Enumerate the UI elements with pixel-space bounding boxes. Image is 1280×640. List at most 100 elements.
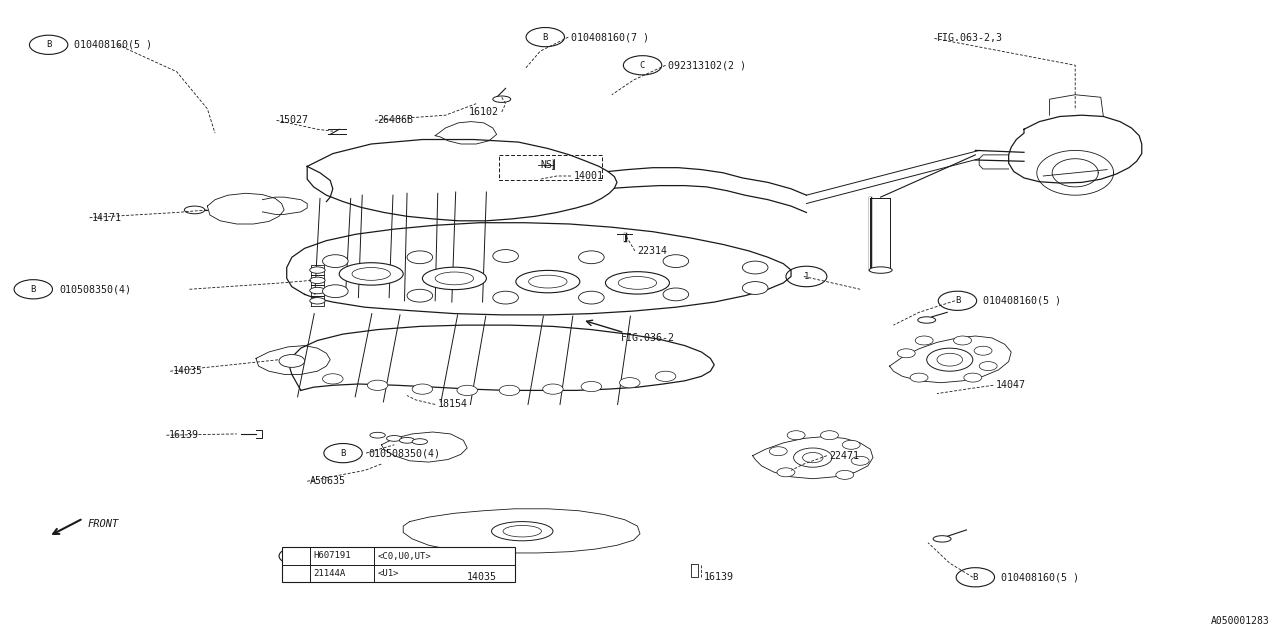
Circle shape	[407, 289, 433, 302]
Text: NS: NS	[540, 160, 552, 170]
Circle shape	[836, 470, 854, 479]
Circle shape	[794, 448, 832, 467]
Ellipse shape	[387, 435, 402, 442]
Text: FIG.036-2: FIG.036-2	[621, 333, 675, 343]
Text: B: B	[973, 573, 978, 582]
Ellipse shape	[412, 439, 428, 444]
Text: 14035: 14035	[173, 366, 202, 376]
Text: B: B	[46, 40, 51, 49]
Circle shape	[742, 282, 768, 294]
Ellipse shape	[493, 96, 511, 102]
Circle shape	[663, 288, 689, 301]
Text: 1: 1	[293, 552, 298, 561]
Circle shape	[323, 255, 348, 268]
Text: <C0,U0,UT>: <C0,U0,UT>	[378, 552, 431, 561]
Ellipse shape	[339, 262, 403, 285]
Ellipse shape	[933, 536, 951, 542]
Circle shape	[493, 250, 518, 262]
Circle shape	[279, 355, 305, 367]
Ellipse shape	[516, 270, 580, 292]
Text: 010408160(5 ): 010408160(5 )	[983, 296, 1061, 306]
Ellipse shape	[503, 525, 541, 537]
Text: 14047: 14047	[996, 380, 1025, 390]
Text: A50635: A50635	[310, 476, 346, 486]
Ellipse shape	[310, 298, 325, 304]
Circle shape	[820, 431, 838, 440]
Circle shape	[742, 261, 768, 274]
Ellipse shape	[370, 433, 385, 438]
Text: 092313102(2 ): 092313102(2 )	[668, 60, 746, 70]
Text: 16139: 16139	[704, 572, 733, 582]
Text: 010408160(5 ): 010408160(5 )	[1001, 572, 1079, 582]
Text: 14171: 14171	[92, 212, 122, 223]
Circle shape	[663, 255, 689, 268]
Circle shape	[954, 336, 972, 345]
Ellipse shape	[435, 272, 474, 285]
Circle shape	[407, 251, 433, 264]
Circle shape	[579, 291, 604, 304]
Text: 16139: 16139	[169, 430, 198, 440]
Circle shape	[581, 381, 602, 392]
Text: 010408160(5 ): 010408160(5 )	[74, 40, 152, 50]
Text: B: B	[31, 285, 36, 294]
Circle shape	[803, 452, 823, 463]
Circle shape	[412, 384, 433, 394]
Circle shape	[777, 468, 795, 477]
Circle shape	[937, 353, 963, 366]
Ellipse shape	[422, 268, 486, 289]
Circle shape	[769, 447, 787, 456]
Text: 18154: 18154	[438, 399, 467, 410]
Circle shape	[842, 440, 860, 449]
Ellipse shape	[184, 206, 205, 214]
Text: FIG.063-2,3: FIG.063-2,3	[937, 33, 1004, 44]
Circle shape	[620, 378, 640, 388]
Text: 15027: 15027	[279, 115, 308, 125]
Ellipse shape	[310, 277, 325, 284]
Circle shape	[579, 251, 604, 264]
Text: 14001: 14001	[573, 171, 603, 181]
Circle shape	[499, 385, 520, 396]
Ellipse shape	[399, 438, 415, 443]
Text: H607191: H607191	[314, 552, 351, 561]
Circle shape	[915, 336, 933, 345]
Circle shape	[927, 348, 973, 371]
Ellipse shape	[605, 271, 669, 294]
Text: 21144A: 21144A	[314, 569, 346, 578]
Circle shape	[367, 380, 388, 390]
Circle shape	[655, 371, 676, 381]
Bar	[282, 547, 515, 582]
Text: B: B	[955, 296, 960, 305]
Ellipse shape	[529, 275, 567, 288]
Text: FRONT: FRONT	[87, 518, 118, 529]
Text: 1: 1	[804, 272, 809, 281]
Circle shape	[543, 384, 563, 394]
Circle shape	[323, 285, 348, 298]
Ellipse shape	[352, 268, 390, 280]
Circle shape	[457, 385, 477, 396]
Circle shape	[897, 349, 915, 358]
Text: <U1>: <U1>	[378, 569, 399, 578]
Circle shape	[974, 346, 992, 355]
Circle shape	[964, 373, 982, 382]
Ellipse shape	[618, 276, 657, 289]
Circle shape	[979, 362, 997, 371]
Text: 22314: 22314	[637, 246, 667, 256]
Text: 26486B: 26486B	[378, 115, 413, 125]
Text: B: B	[340, 449, 346, 458]
Ellipse shape	[869, 267, 892, 273]
Text: 16102: 16102	[470, 107, 499, 117]
Text: A050001283: A050001283	[1211, 616, 1270, 626]
Circle shape	[787, 431, 805, 440]
Text: 22471: 22471	[829, 451, 859, 461]
Text: 010508350(4): 010508350(4)	[59, 284, 131, 294]
Circle shape	[910, 373, 928, 382]
Ellipse shape	[310, 267, 325, 273]
Text: 010408160(7 ): 010408160(7 )	[571, 32, 649, 42]
Circle shape	[851, 456, 869, 465]
Text: C: C	[640, 61, 645, 70]
Ellipse shape	[918, 317, 936, 323]
Text: 010508350(4): 010508350(4)	[369, 448, 440, 458]
Circle shape	[493, 291, 518, 304]
Text: B: B	[543, 33, 548, 42]
Circle shape	[323, 374, 343, 384]
